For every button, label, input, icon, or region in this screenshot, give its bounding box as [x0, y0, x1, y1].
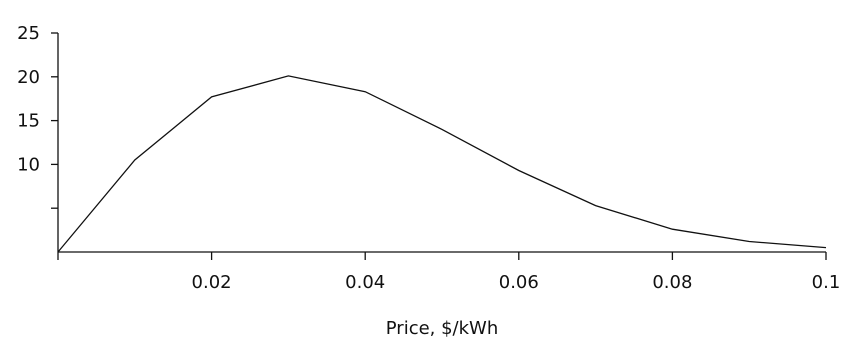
axes	[57, 33, 826, 253]
y-tick-label-20: 20	[17, 67, 40, 88]
x-axis-title: Price, $/kWh	[386, 318, 499, 339]
ticks: 10 15 20 25 0.02 0.04 0.06 0.08 0.1	[17, 23, 840, 293]
x-tick-label-2: 0.04	[345, 272, 385, 293]
y-tick-label-10: 10	[17, 154, 40, 175]
x-tick-label-3: 0.06	[499, 272, 539, 293]
x-tick-label-4: 0.08	[652, 272, 692, 293]
x-tick-label-1: 0.02	[192, 272, 232, 293]
series-group	[57, 75, 827, 253]
series-line-0	[57, 75, 827, 253]
y-tick-label-25: 25	[17, 23, 40, 44]
x-tick-label-5: 0.1	[812, 272, 841, 293]
y-tick-label-15: 15	[17, 111, 40, 132]
